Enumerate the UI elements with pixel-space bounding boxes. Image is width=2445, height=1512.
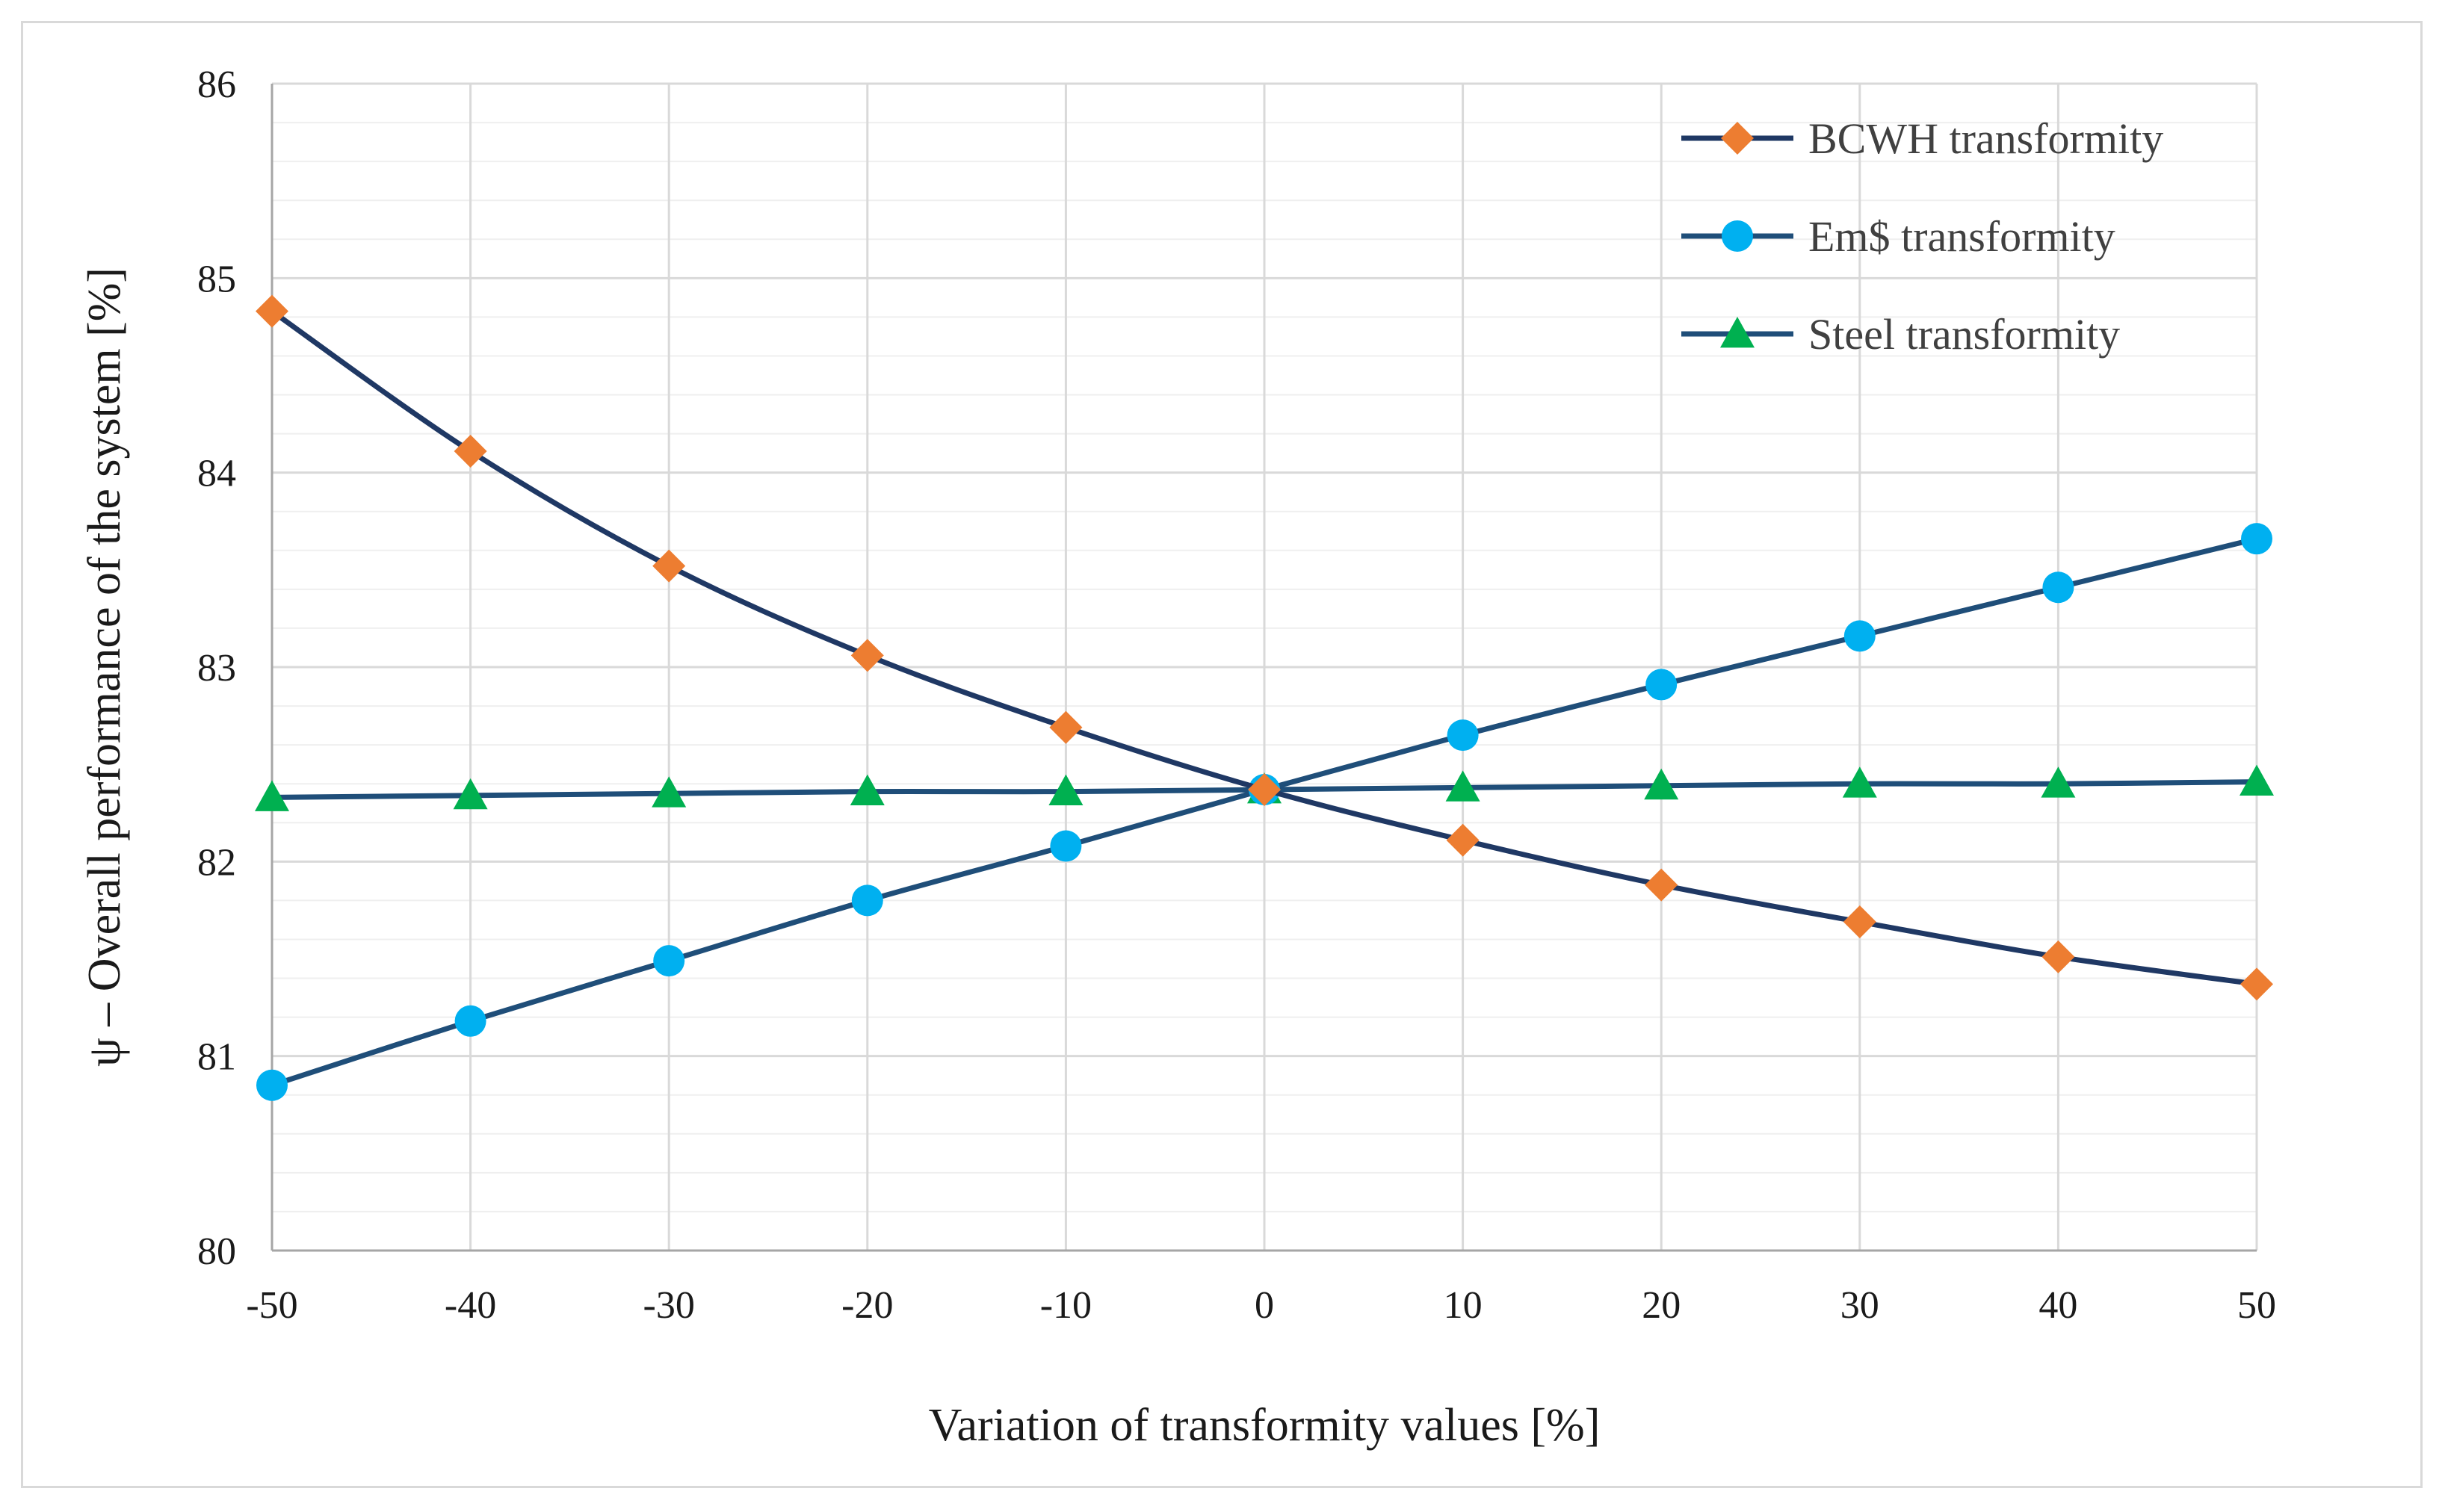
data-point: [851, 884, 883, 917]
data-point: [1645, 868, 1678, 902]
series-0: [256, 294, 2273, 1001]
data-point: [1048, 774, 1084, 806]
axes: [271, 84, 2257, 1252]
data-point: [2042, 571, 2074, 604]
data-point: [1248, 773, 1281, 807]
x-tick-label: 40: [2038, 1284, 2077, 1327]
data-point: [1644, 768, 1679, 800]
y-tick-label: 85: [197, 258, 236, 300]
y-tick-label: 84: [197, 453, 236, 495]
x-tick-label: -20: [841, 1284, 893, 1327]
x-tick-label: 0: [1255, 1284, 1274, 1327]
data-point: [2041, 766, 2076, 798]
data-point: [2240, 967, 2273, 1001]
data-point: [1446, 823, 1480, 857]
legend: BCWH transformity Em$ transformity Steel t…: [1681, 114, 2163, 359]
x-tick-label: -30: [643, 1284, 695, 1327]
legend-item: BCWH transformity: [1681, 114, 2163, 163]
x-tick-label: 50: [2237, 1284, 2276, 1327]
data-point: [256, 1069, 288, 1101]
data-point: [454, 1005, 486, 1037]
legend-label: Em$ transformity: [1808, 212, 2115, 261]
data-point: [1843, 905, 1876, 939]
y-tick-label: 86: [197, 63, 236, 106]
x-tick-label: 10: [1444, 1284, 1483, 1327]
x-tick-label: 30: [1840, 1284, 1879, 1327]
data-point: [1445, 770, 1480, 802]
x-tick-label: -50: [246, 1284, 297, 1327]
chart-frame: [21, 21, 2423, 1488]
data-point: [1049, 710, 1083, 744]
x-tick-label: -40: [445, 1284, 496, 1327]
data-point: [1842, 766, 1877, 798]
data-point: [2241, 523, 2272, 555]
series-layer: [255, 294, 2274, 1101]
data-point: [652, 549, 686, 583]
data-point: [652, 776, 687, 808]
legend-item: Em$ transformity: [1681, 212, 2115, 261]
data-point: [653, 945, 685, 977]
data-point: [850, 774, 885, 806]
data-point: [1843, 620, 1876, 652]
legend-marker: [1720, 317, 1755, 348]
data-point: [1050, 830, 1082, 862]
y-tick-label: 81: [197, 1036, 236, 1079]
legend-item: Steel transformity: [1681, 310, 2120, 359]
legend-marker: [1722, 220, 1753, 252]
x-axis-title: Variation of transformity values [%]: [929, 1400, 1601, 1451]
data-point: [1447, 719, 1479, 752]
data-point: [255, 780, 289, 811]
legend-label: BCWH transformity: [1808, 114, 2163, 163]
legend-marker: [1721, 122, 1754, 155]
y-axis-title: ψ – Overall performance of the system [%…: [79, 267, 130, 1067]
x-tick-label: -10: [1040, 1284, 1092, 1327]
x-tick-label: 20: [1642, 1284, 1681, 1327]
data-point: [850, 639, 884, 672]
y-tick-label: 83: [197, 647, 236, 690]
data-point: [2041, 940, 2075, 973]
y-tick-label: 82: [197, 841, 236, 884]
y-tick-label: 80: [197, 1230, 236, 1273]
data-point: [2240, 764, 2274, 796]
data-point: [453, 778, 488, 810]
tick-labels: 80 81 82 83 84 85 86 -50 -40 -30 -20 -10 0 10 20 30 40 50: [197, 63, 2276, 1327]
data-point: [256, 294, 288, 328]
data-point: [454, 435, 487, 468]
legend-label: Steel transformity: [1808, 310, 2120, 359]
data-point: [1645, 669, 1678, 701]
